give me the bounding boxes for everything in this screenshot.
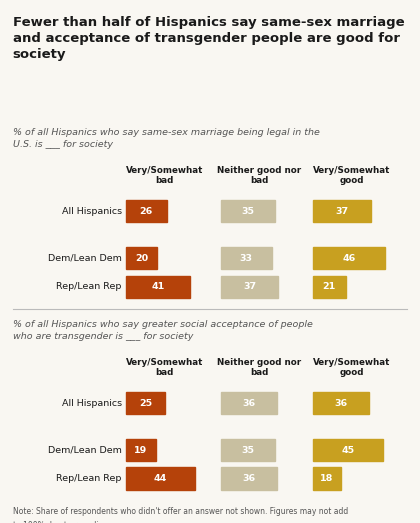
Text: 36: 36 — [334, 399, 348, 408]
Bar — [220, 247, 272, 269]
Bar — [313, 468, 341, 490]
Bar — [313, 392, 369, 414]
Text: Neither good nor
bad: Neither good nor bad — [217, 358, 301, 377]
Text: Dem/Lean Dem: Dem/Lean Dem — [48, 446, 122, 455]
Text: 36: 36 — [242, 399, 255, 408]
Text: Rep/Lean Rep: Rep/Lean Rep — [56, 282, 122, 291]
Text: Very/Somewhat
bad: Very/Somewhat bad — [126, 358, 203, 377]
Text: Dem/Lean Dem: Dem/Lean Dem — [48, 254, 122, 263]
Text: All Hispanics: All Hispanics — [62, 399, 122, 408]
Bar — [220, 468, 277, 490]
Text: 37: 37 — [335, 207, 349, 216]
Text: 26: 26 — [140, 207, 153, 216]
Text: 33: 33 — [240, 254, 253, 263]
Bar — [220, 276, 278, 298]
Text: 41: 41 — [152, 282, 165, 291]
Text: % of all Hispanics who say greater social acceptance of people
who are transgend: % of all Hispanics who say greater socia… — [13, 320, 312, 340]
Bar — [126, 468, 195, 490]
Text: 35: 35 — [241, 446, 255, 455]
Bar — [126, 392, 165, 414]
Bar — [313, 247, 385, 269]
Text: 20: 20 — [135, 254, 148, 263]
Text: 36: 36 — [242, 474, 255, 483]
Bar — [220, 439, 275, 461]
Bar — [313, 200, 371, 222]
Text: Very/Somewhat
bad: Very/Somewhat bad — [126, 166, 203, 185]
Text: 25: 25 — [139, 399, 152, 408]
Bar — [313, 439, 383, 461]
Text: Very/Somewhat
good: Very/Somewhat good — [313, 358, 390, 377]
Bar — [126, 247, 158, 269]
Text: 37: 37 — [243, 282, 256, 291]
Text: Rep/Lean Rep: Rep/Lean Rep — [56, 474, 122, 483]
Text: Neither good nor
bad: Neither good nor bad — [217, 166, 301, 185]
Bar — [126, 200, 167, 222]
Text: All Hispanics: All Hispanics — [62, 207, 122, 216]
Bar — [220, 392, 277, 414]
Bar — [220, 200, 275, 222]
Text: 35: 35 — [241, 207, 255, 216]
Text: 46: 46 — [342, 254, 356, 263]
Text: 18: 18 — [320, 474, 333, 483]
Text: 19: 19 — [134, 446, 147, 455]
Text: Note: Share of respondents who didn't offer an answer not shown. Figures may not: Note: Share of respondents who didn't of… — [13, 507, 348, 516]
Text: 45: 45 — [341, 446, 354, 455]
Text: Fewer than half of Hispanics say same-sex marriage
and acceptance of transgender: Fewer than half of Hispanics say same-se… — [13, 16, 404, 61]
Bar — [126, 276, 190, 298]
Text: 21: 21 — [323, 282, 336, 291]
Text: to 100% due to rounding.: to 100% due to rounding. — [13, 521, 110, 523]
Bar — [126, 439, 156, 461]
Bar — [313, 276, 346, 298]
Text: 44: 44 — [154, 474, 167, 483]
Text: Very/Somewhat
good: Very/Somewhat good — [313, 166, 390, 185]
Text: % of all Hispanics who say same-sex marriage being legal in the
U.S. is ___ for : % of all Hispanics who say same-sex marr… — [13, 128, 320, 149]
